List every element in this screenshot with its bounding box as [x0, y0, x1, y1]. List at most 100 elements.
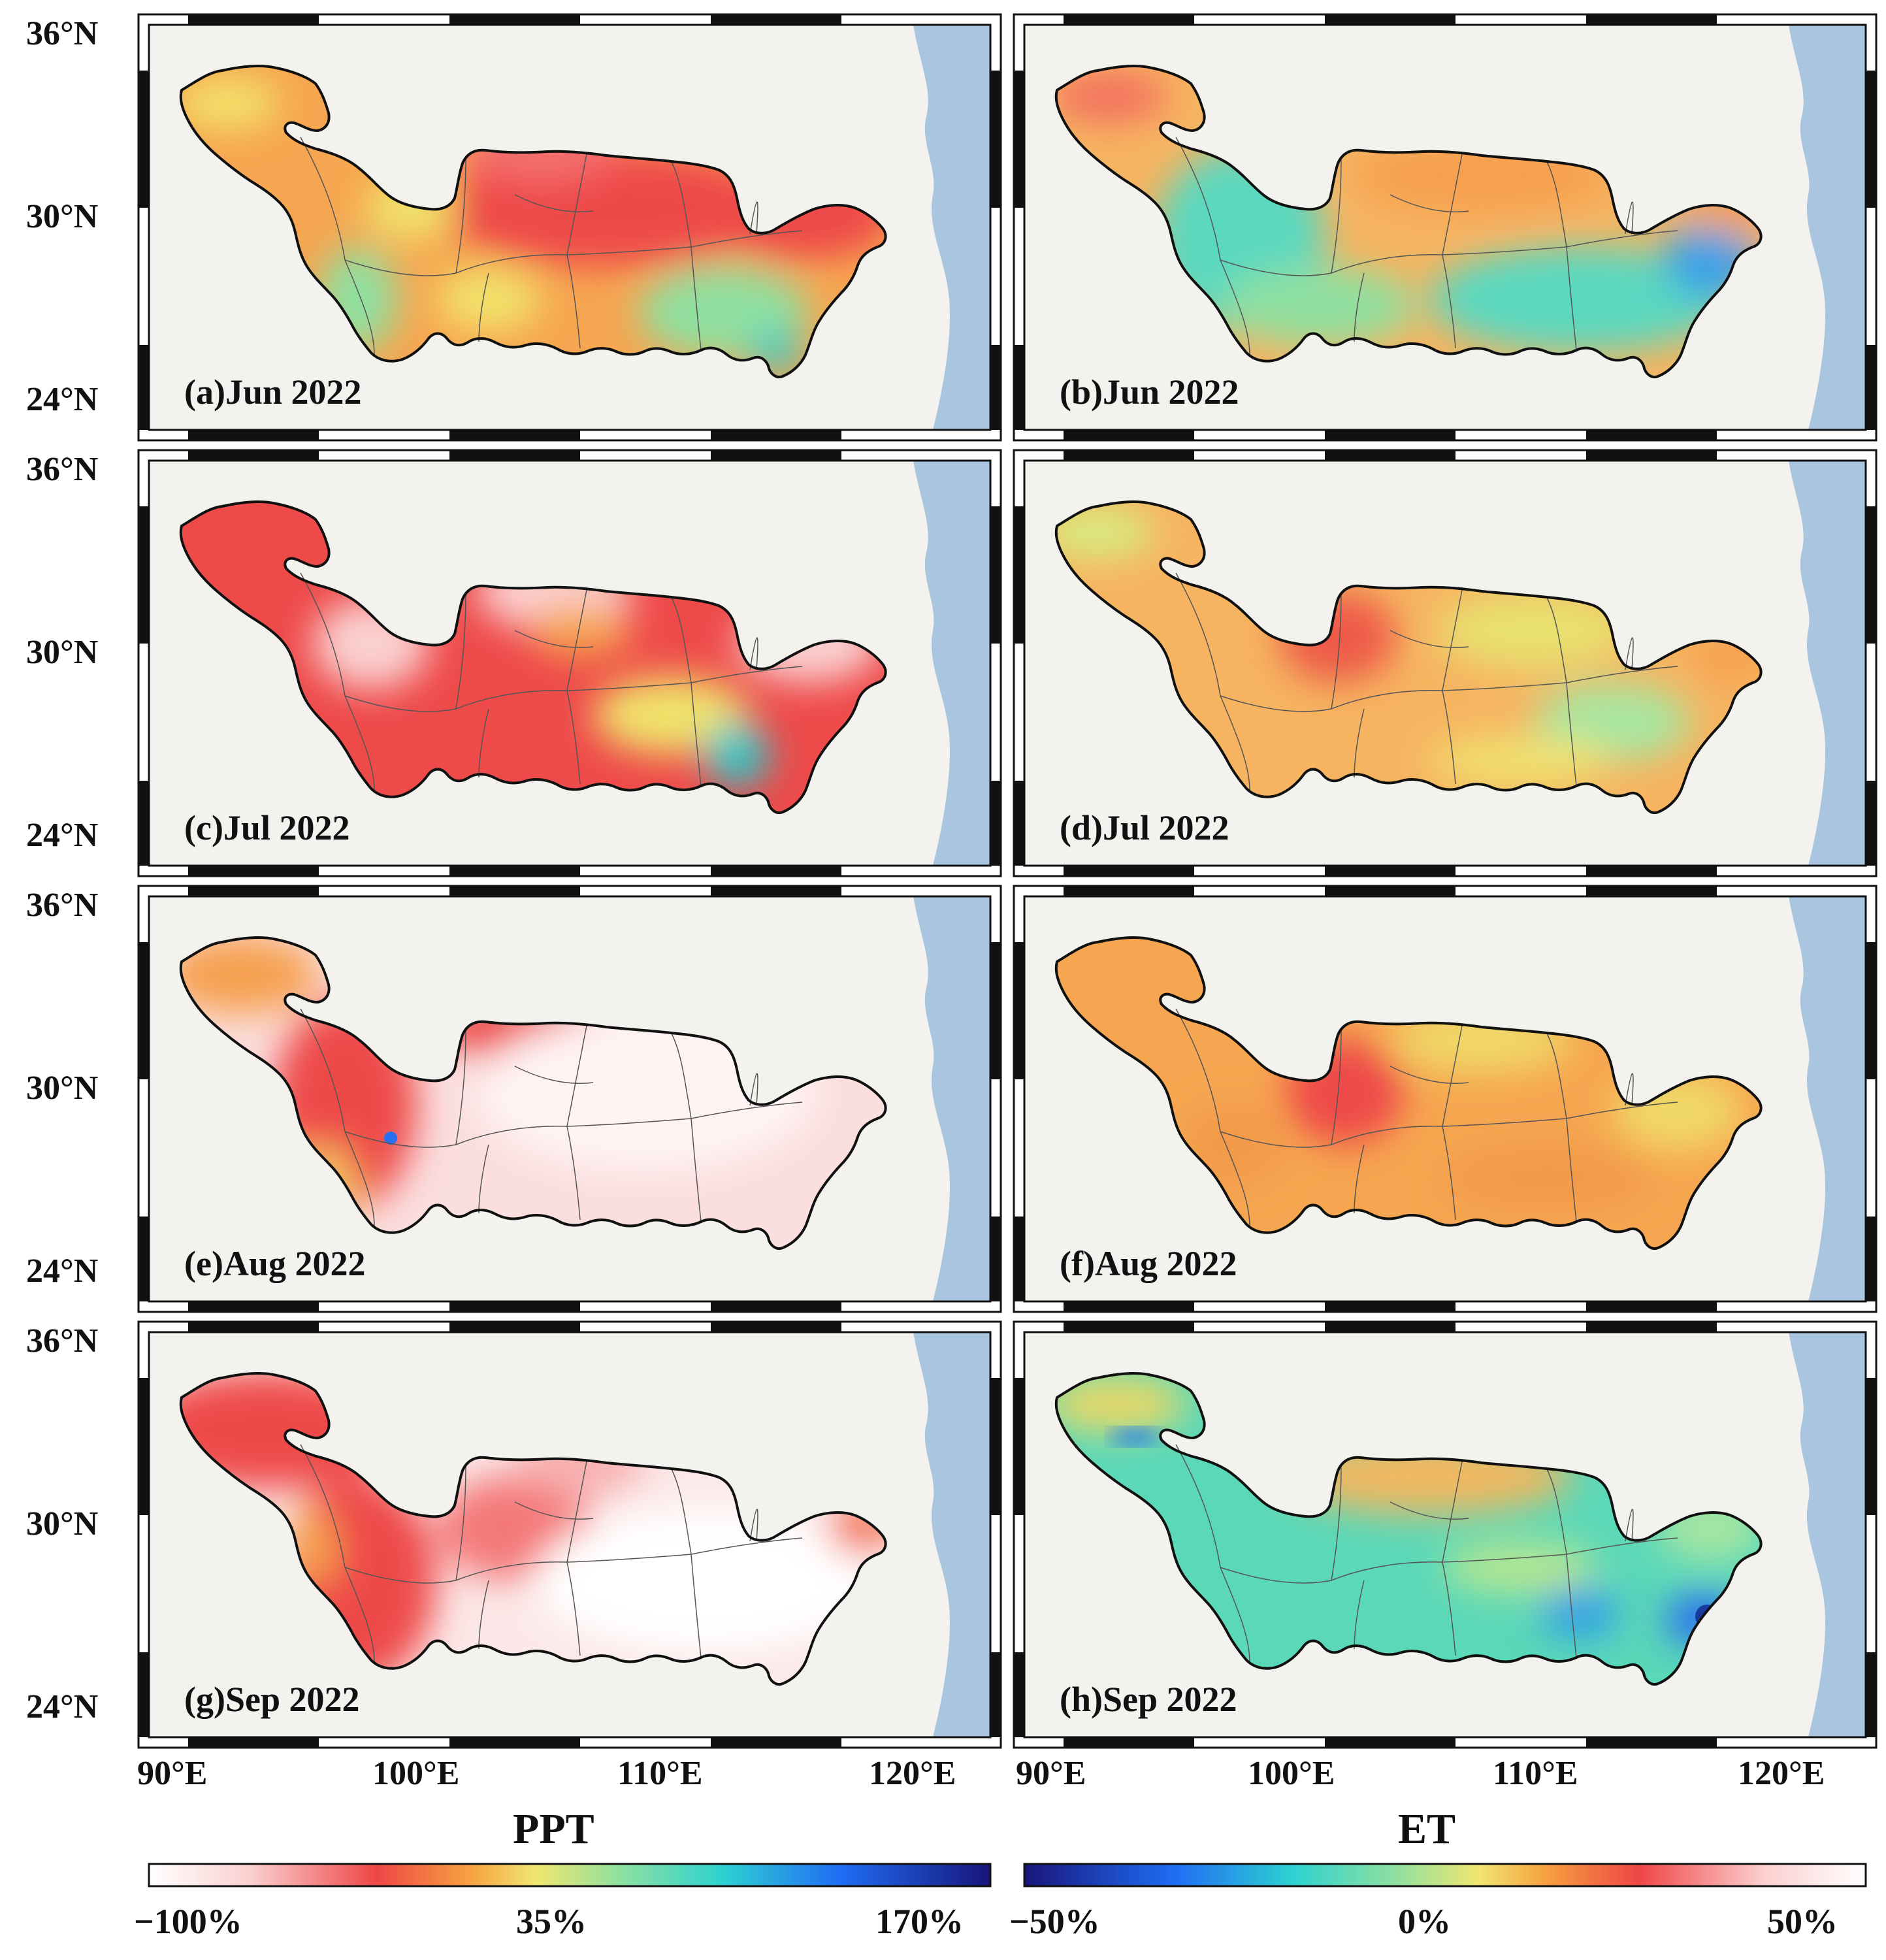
frame-band: [1014, 1652, 1024, 1737]
panel-label: (b)Jun 2022: [1060, 372, 1239, 412]
frame-band: [1014, 781, 1024, 866]
frame-band: [711, 886, 841, 896]
frame-band: [138, 1217, 149, 1301]
panel-label: (g)Sep 2022: [184, 1680, 360, 1719]
frame-band: [138, 345, 149, 430]
panel-f: (f)Aug 2022: [1023, 895, 1867, 1303]
frame-band: [990, 942, 1001, 1079]
lon-label: 110°E: [617, 1755, 703, 1792]
panel-c: (c)Jul 2022: [148, 459, 992, 867]
frame-band: [138, 1652, 149, 1737]
panel-d: (d)Jul 2022: [1023, 459, 1867, 867]
panel-label: (d)Jul 2022: [1060, 808, 1229, 847]
frame-band: [138, 71, 149, 208]
frame-band: [138, 781, 149, 866]
panel-label: (c)Jul 2022: [184, 808, 350, 847]
frame-band: [1325, 1737, 1455, 1748]
frame-band: [1586, 866, 1717, 876]
frame-outline: [137, 1320, 1002, 1749]
frame-band: [449, 450, 580, 461]
lon-label: 120°E: [1738, 1755, 1825, 1792]
frame-band: [1014, 506, 1024, 644]
lon-label: 110°E: [1493, 1755, 1578, 1792]
panel-a: (a)Jun 2022: [148, 24, 992, 431]
frame-band: [1064, 1301, 1194, 1312]
frame-band: [188, 430, 319, 440]
ppt-colorbar-title: PPT: [513, 1805, 594, 1853]
frame-band: [990, 1652, 1001, 1737]
panel-label: (e)Aug 2022: [184, 1244, 365, 1283]
panel-h: (h)Sep 2022: [1023, 1331, 1867, 1739]
frame-band: [711, 430, 841, 440]
panel-g: (g)Sep 2022: [148, 1331, 992, 1739]
frame-band: [449, 1301, 580, 1312]
lon-label: 100°E: [1248, 1755, 1335, 1792]
frame-outline: [1013, 449, 1878, 877]
et-tick-mid: 0%: [1398, 1902, 1451, 1941]
frame-outline: [1013, 885, 1878, 1313]
frame-band: [711, 14, 841, 25]
frame-band: [1014, 942, 1024, 1079]
frame-band: [1866, 1378, 1876, 1515]
frame-outline: [137, 449, 1002, 877]
frame-band: [1586, 450, 1717, 461]
panel-b: (b)Jun 2022: [1023, 24, 1867, 431]
frame-band: [188, 450, 319, 461]
frame-band: [1866, 1652, 1876, 1737]
frame-band: [1064, 14, 1194, 25]
frame-band: [1866, 71, 1876, 208]
frame-band: [1014, 345, 1024, 430]
frame-band: [449, 866, 580, 876]
frame-band: [1586, 886, 1717, 896]
frame-band: [1325, 1301, 1455, 1312]
ppt-tick-mid: 35%: [516, 1902, 587, 1941]
frame-band: [990, 1217, 1001, 1301]
lat-label: 36°N: [26, 887, 99, 924]
frame-band: [1064, 866, 1194, 876]
frame-band: [138, 506, 149, 644]
frame-band: [1866, 506, 1876, 644]
frame-band: [1866, 781, 1876, 866]
frame-band: [188, 14, 319, 25]
frame-band: [1325, 14, 1455, 25]
frame-band: [449, 886, 580, 896]
frame-band: [711, 1301, 841, 1312]
lon-label: 90°E: [1016, 1755, 1086, 1792]
lat-label: 30°N: [26, 1070, 99, 1107]
ppt-colorbar: [148, 1863, 992, 1887]
lon-label: 90°E: [137, 1755, 208, 1792]
frame-band: [449, 430, 580, 440]
frame-band: [1064, 450, 1194, 461]
ppt-tick-min: −100%: [134, 1902, 242, 1941]
frame-band: [1586, 1301, 1717, 1312]
panel-label: (a)Jun 2022: [184, 372, 362, 412]
lat-label: 36°N: [26, 1322, 99, 1360]
lat-label: 36°N: [26, 451, 99, 488]
frame-outline: [137, 13, 1002, 442]
frame-band: [1014, 1217, 1024, 1301]
frame-outline: [137, 885, 1002, 1313]
lon-label: 100°E: [372, 1755, 460, 1792]
frame-band: [1586, 1322, 1717, 1332]
frame-band: [990, 345, 1001, 430]
et-tick-min: −50%: [1009, 1902, 1100, 1941]
frame-band: [188, 866, 319, 876]
ppt-tick-max: 170%: [875, 1902, 964, 1941]
frame-band: [1064, 430, 1194, 440]
frame-band: [1325, 430, 1455, 440]
frame-band: [711, 1737, 841, 1748]
frame-band: [449, 1322, 580, 1332]
panel-label: (h)Sep 2022: [1060, 1680, 1237, 1719]
frame-band: [188, 1737, 319, 1748]
frame-band: [449, 1737, 580, 1748]
lat-label: 30°N: [26, 1505, 99, 1543]
frame-band: [1866, 942, 1876, 1079]
frame-band: [1325, 1322, 1455, 1332]
frame-outline: [1013, 13, 1878, 442]
frame-band: [449, 14, 580, 25]
lat-label: 24°N: [26, 1252, 99, 1290]
frame-band: [1064, 886, 1194, 896]
lat-label: 36°N: [26, 15, 99, 52]
lat-label: 24°N: [26, 1688, 99, 1725]
